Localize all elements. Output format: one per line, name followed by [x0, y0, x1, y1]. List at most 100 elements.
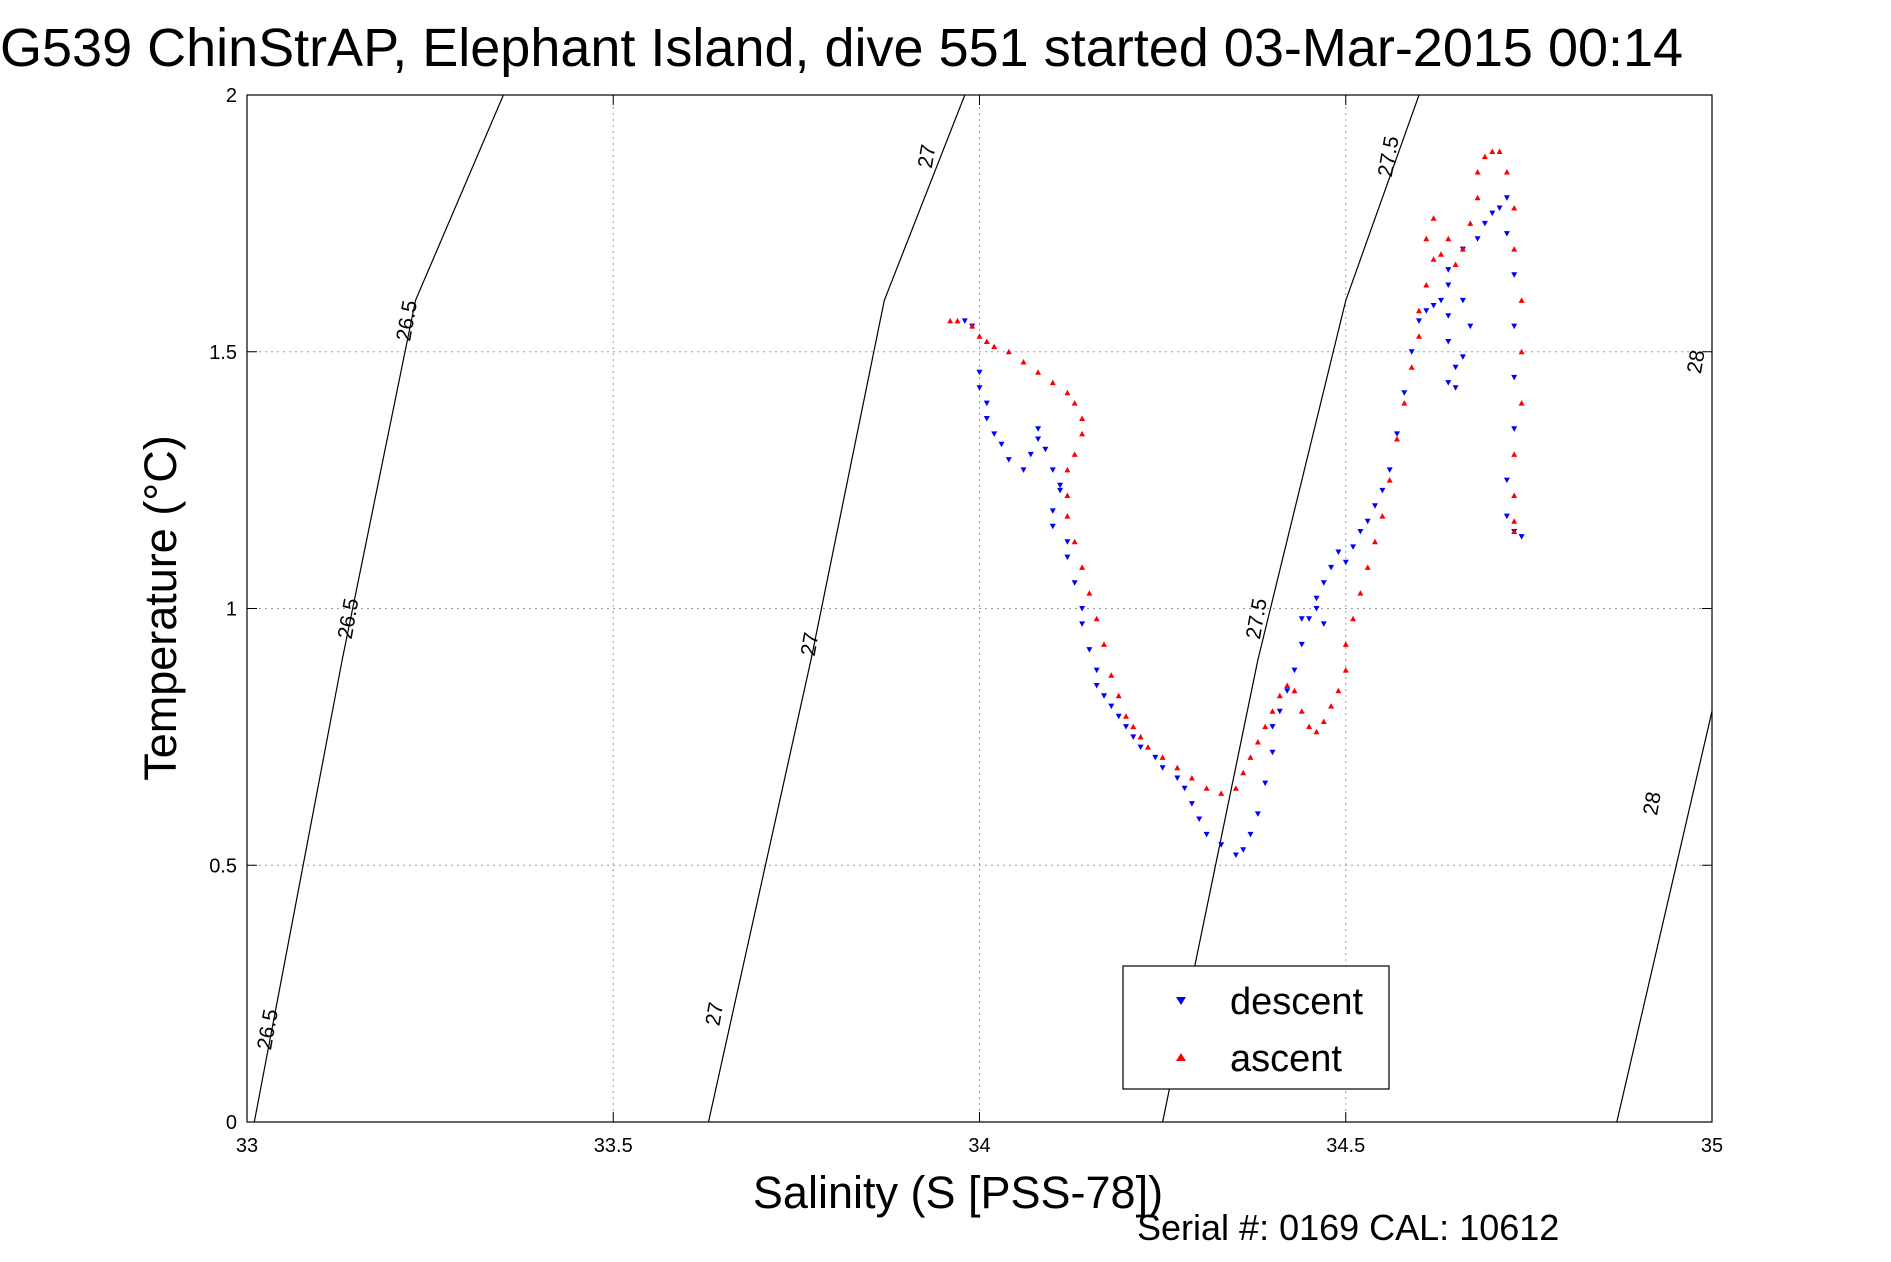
ascent-point — [969, 323, 976, 329]
ascent-point — [1430, 256, 1437, 262]
ascent-point — [1320, 718, 1327, 724]
ascent-point — [1174, 764, 1181, 771]
descent-point — [1503, 231, 1510, 237]
ascent-point — [1218, 790, 1225, 796]
descent-point — [1357, 529, 1364, 535]
descent-point — [1306, 616, 1313, 622]
ascent-point — [1511, 451, 1518, 457]
x-tick-label: 33.5 — [594, 1135, 633, 1157]
descent-point — [1496, 205, 1503, 211]
ascent-point — [1188, 775, 1195, 781]
ascent-point — [1108, 672, 1115, 678]
y-tick-label: 1 — [226, 599, 237, 621]
ascent-point — [1101, 641, 1107, 647]
descent-point — [1005, 457, 1012, 463]
descent-point — [1269, 749, 1276, 756]
descent-point — [1459, 297, 1466, 304]
descent-point — [1027, 451, 1034, 458]
data-series — [947, 148, 1525, 858]
descent-point — [1386, 467, 1393, 473]
descent-point — [1035, 436, 1042, 442]
y-tick-label: 2 — [226, 85, 237, 107]
density-contour-label: 26.5 — [334, 597, 364, 641]
descent-point — [1423, 308, 1430, 314]
series-descent — [961, 195, 1525, 858]
descent-point — [983, 416, 990, 422]
density-contour-label: 27 — [797, 631, 824, 658]
descent-point — [1298, 616, 1305, 622]
descent-point — [1174, 775, 1181, 781]
ascent-point — [1474, 169, 1481, 175]
descent-point — [1313, 606, 1320, 612]
descent-point — [1284, 688, 1291, 694]
y-axis-label: Temperature (°C) — [135, 435, 186, 781]
ascent-point — [1020, 359, 1027, 365]
descent-point — [1240, 847, 1247, 853]
descent-point — [1291, 667, 1298, 674]
descent-point — [1320, 621, 1327, 627]
ascent-point — [947, 317, 954, 324]
ascent-point — [1518, 400, 1525, 406]
ascent-point — [1254, 739, 1261, 745]
descent-point — [1247, 831, 1254, 838]
descent-point — [1093, 683, 1100, 689]
ascent-point — [1232, 785, 1239, 791]
descent-point — [1049, 508, 1056, 514]
ascent-point — [1452, 261, 1459, 267]
density-contour-label: 27 — [701, 1001, 728, 1028]
legend-label-ascent: ascent — [1230, 1038, 1342, 1080]
ascent-point — [1481, 153, 1488, 160]
ascent-point — [1071, 538, 1078, 545]
ascent-point — [1423, 282, 1430, 288]
ascent-point — [1423, 235, 1430, 242]
grid — [247, 95, 1712, 1122]
ascent-point — [1159, 754, 1166, 760]
descent-point — [1079, 606, 1086, 612]
descent-point — [1474, 236, 1481, 242]
descent-point — [1298, 641, 1305, 648]
density-contour — [1616, 708, 1712, 1122]
x-tick-label: 35 — [1701, 1135, 1723, 1157]
descent-point — [1020, 467, 1027, 473]
descent-point — [1057, 482, 1064, 489]
descent-point — [1416, 318, 1422, 324]
descent-point — [1489, 210, 1496, 217]
descent-point — [1445, 380, 1452, 386]
density-contour-label: 28 — [1683, 348, 1710, 375]
ascent-point — [1511, 246, 1518, 252]
ascent-point — [1313, 728, 1320, 735]
descent-point — [1049, 467, 1056, 473]
ascent-point — [1467, 220, 1474, 226]
legend-label-descent: descent — [1230, 981, 1364, 1023]
descent-point — [1452, 364, 1459, 371]
ascent-point — [1064, 389, 1071, 396]
descent-point — [1445, 282, 1452, 288]
density-contour-label: 27 — [914, 143, 941, 170]
ascent-point — [1093, 615, 1100, 622]
legend: descent ascent — [1122, 965, 1390, 1090]
x-tick-label: 34.5 — [1326, 1135, 1365, 1157]
descent-point — [1276, 708, 1283, 715]
ascent-point — [1079, 564, 1086, 570]
ascent-point — [1276, 692, 1283, 699]
ascent-point — [1328, 703, 1335, 709]
density-contour — [707, 95, 966, 1122]
ascent-point — [1240, 769, 1247, 776]
ascent-point — [1086, 590, 1093, 596]
descent-point — [1181, 785, 1188, 792]
ascent-point — [1518, 348, 1525, 355]
density-contour-label: 28 — [1639, 790, 1666, 817]
descent-point — [1254, 811, 1261, 817]
descent-point — [983, 400, 990, 407]
descent-point — [1159, 765, 1166, 771]
descent-point — [1049, 523, 1056, 530]
ascent-point — [1269, 708, 1276, 714]
descent-point — [1057, 487, 1064, 494]
ascent-point — [1306, 723, 1313, 730]
descent-point — [1101, 693, 1107, 699]
x-axis-label: Salinity (S [PSS-78]) — [753, 1167, 1163, 1218]
descent-point — [1232, 852, 1239, 858]
y-tick-label: 0 — [226, 1112, 237, 1134]
descent-point — [1364, 518, 1371, 525]
y-axis-ticks: 0 0.5 1 1.5 2 — [209, 85, 1712, 1134]
